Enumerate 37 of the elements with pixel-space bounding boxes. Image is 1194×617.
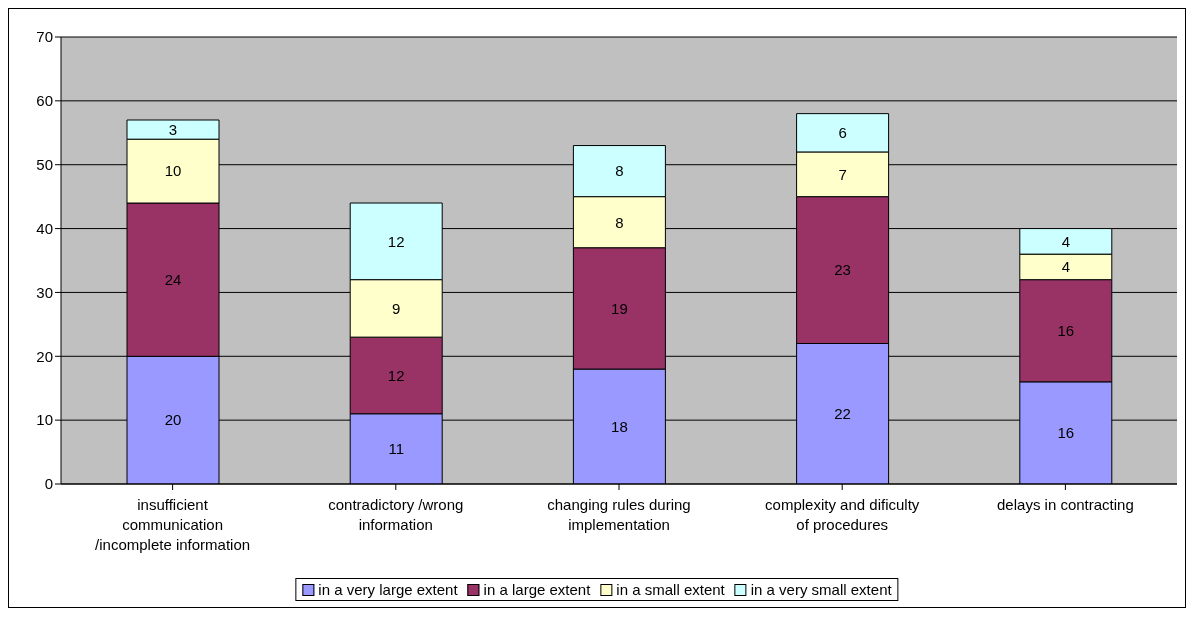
y-tick-label: 10 [36,411,53,429]
data-label: 12 [387,366,405,384]
x-tick-label: delays in contracting [997,496,1134,513]
x-tick-label: contradictory /wrong information [328,496,464,533]
data-label: 10 [164,162,182,180]
y-tick-label: 40 [36,219,53,237]
y-tick-label: 50 [36,156,53,174]
data-label: 7 [838,165,847,183]
data-label: 22 [834,405,851,423]
legend-label: in a very small extent [750,581,892,598]
data-label: 24 [164,270,182,288]
data-label: 9 [392,299,401,317]
data-label: 12 [387,232,405,250]
data-label: 16 [1057,322,1075,340]
data-label: 18 [611,417,628,435]
y-tick-label: 20 [36,347,53,365]
data-label: 16 [1057,424,1075,442]
data-label: 8 [615,162,624,180]
y-tick-label: 30 [36,283,53,301]
legend-label: in a very large extent [318,581,458,598]
x-tick-label: changing rules during implementation [547,496,691,533]
data-label: 3 [168,120,178,138]
x-tick-label: insufficient communication /incomplete information [95,496,251,553]
data-label: 4 [1061,258,1070,276]
data-label: 19 [611,299,628,317]
legend-label: in a small extent [616,581,725,598]
data-label: 6 [838,124,847,142]
data-label: 4 [1061,232,1070,250]
data-label: 20 [164,411,182,429]
data-label: 8 [615,213,624,231]
data-label: 11 [388,440,404,458]
y-tick-label: 70 [36,28,53,46]
data-label: 23 [834,261,851,279]
x-tick-label: complexity and dificulty of procedures [765,496,920,533]
y-tick-label: 0 [44,475,53,493]
legend-label: in a large extent [483,581,591,598]
y-tick-label: 60 [36,92,53,110]
